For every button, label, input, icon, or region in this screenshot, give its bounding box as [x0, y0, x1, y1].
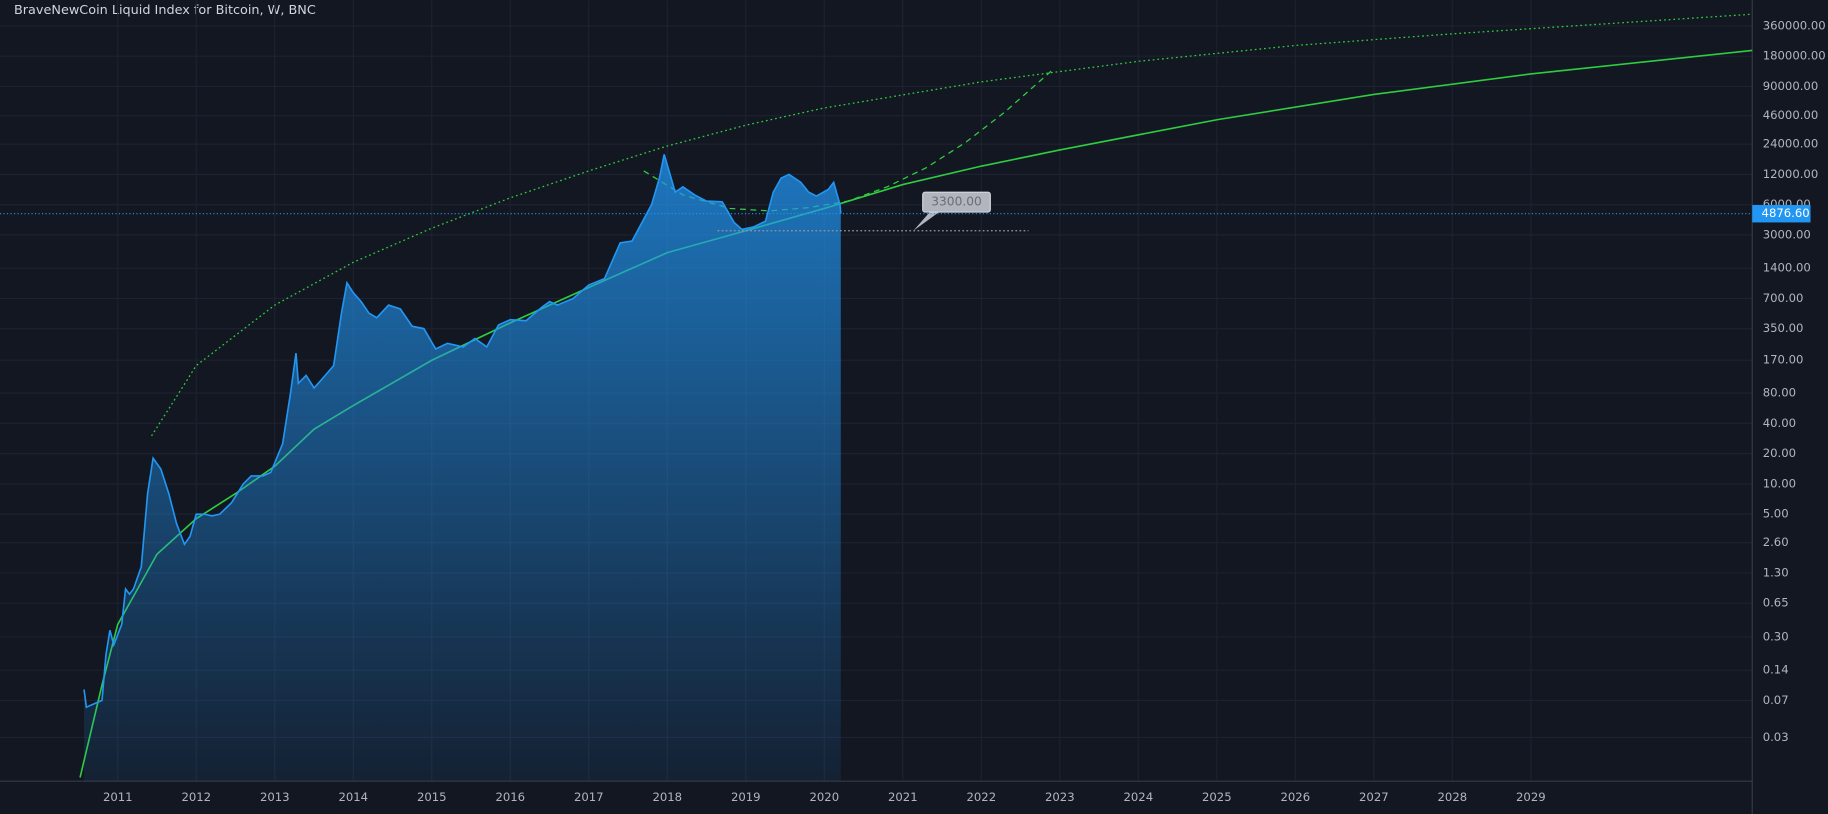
- x-tick-label: 2011: [103, 790, 133, 804]
- x-tick-label: 2015: [417, 790, 447, 804]
- y-tick-label: 170.00: [1763, 353, 1804, 367]
- y-tick-label: 0.30: [1763, 629, 1789, 643]
- x-tick-label: 2026: [1281, 790, 1311, 804]
- callout-label: 3300.00: [931, 195, 982, 209]
- y-tick-label: 700.00: [1763, 291, 1804, 305]
- y-tick-label: 360000.00: [1763, 18, 1826, 32]
- y-tick-label: 0.07: [1763, 693, 1789, 707]
- y-tick-label: 0.14: [1763, 663, 1789, 677]
- x-tick-label: 2017: [574, 790, 604, 804]
- y-tick-label: 46000.00: [1763, 108, 1819, 122]
- y-tick-label: 12000.00: [1763, 167, 1819, 181]
- y-tick-label: 5.00: [1763, 507, 1789, 521]
- x-tick-label: 2018: [652, 790, 682, 804]
- price-label-box: [1752, 204, 1811, 223]
- y-tick-label: 0.65: [1763, 596, 1789, 610]
- x-tick-label: 2027: [1359, 790, 1389, 804]
- x-tick-label: 2014: [338, 790, 368, 804]
- callout-pointer: [913, 212, 940, 231]
- y-tick-label: 1.30: [1763, 565, 1789, 579]
- x-tick-label: 2012: [181, 790, 211, 804]
- price-area: [83, 154, 841, 782]
- price-line: [83, 154, 842, 709]
- x-tick-label: 2028: [1438, 790, 1468, 804]
- x-tick-label: 2024: [1124, 790, 1154, 804]
- x-tick-label: 2029: [1516, 790, 1546, 804]
- x-tick-label: 2020: [809, 790, 839, 804]
- y-tick-label: 90000.00: [1763, 79, 1819, 93]
- y-tick-label: 40.00: [1763, 416, 1796, 430]
- y-tick-label: 350.00: [1763, 321, 1804, 335]
- chart-title: BraveNewCoin Liquid Index for Bitcoin, W…: [14, 3, 316, 18]
- y-tick-label: 10.00: [1763, 476, 1796, 490]
- y-tick-label: 180000.00: [1763, 49, 1826, 63]
- y-tick-label: 24000.00: [1763, 137, 1819, 151]
- price-label: 4876.60: [1762, 206, 1810, 220]
- x-tick-label: 2021: [888, 790, 918, 804]
- x-tick-label: 2023: [1045, 790, 1075, 804]
- y-tick-label: 1400.00: [1763, 261, 1811, 275]
- x-tick-label: 2013: [260, 790, 290, 804]
- x-tick-label: 2022: [966, 790, 996, 804]
- callout-box: [922, 191, 991, 213]
- y-tick-label: 3000.00: [1763, 227, 1811, 241]
- y-tick-label: 80.00: [1763, 386, 1796, 400]
- curve-dotted: [151, 13, 1753, 437]
- y-tick-label: 2.60: [1763, 535, 1789, 549]
- y-tick-label: 20.00: [1763, 446, 1796, 460]
- x-tick-label: 2016: [495, 790, 525, 804]
- y-tick-label: 0.03: [1763, 730, 1789, 744]
- x-tick-label: 2019: [731, 790, 761, 804]
- x-tick-label: 2025: [1202, 790, 1232, 804]
